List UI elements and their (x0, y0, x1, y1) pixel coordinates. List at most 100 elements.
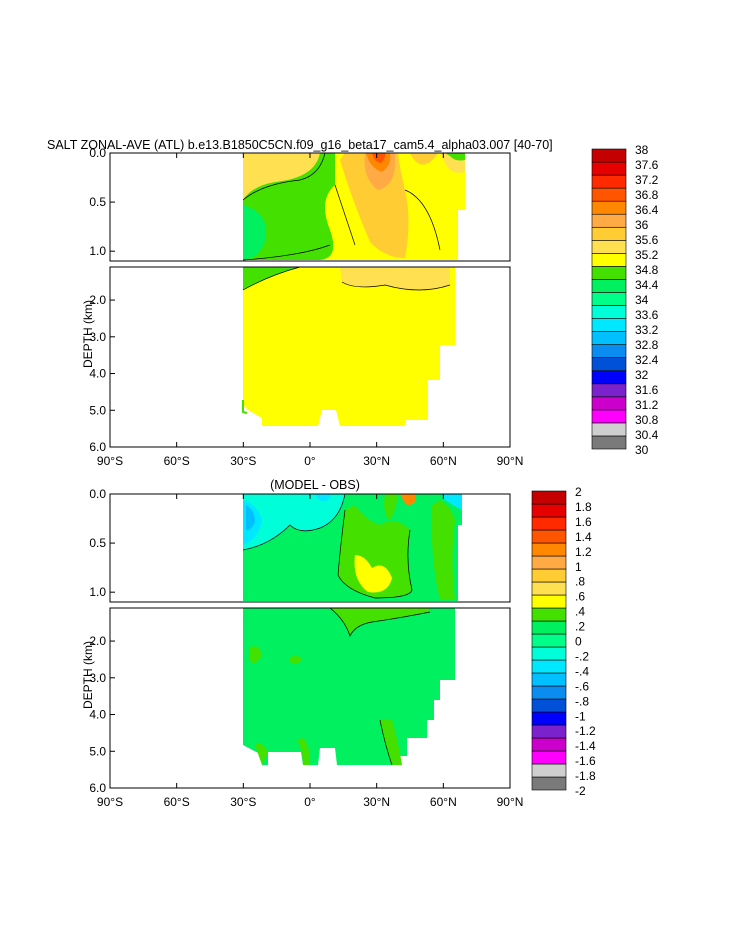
colorbar-label: -.2 (575, 649, 589, 663)
colorbar-label: 1.4 (575, 530, 592, 544)
bottom-upper-field (109, 493, 462, 602)
colorbar-box (591, 396, 627, 411)
colorbar-label: -1.2 (575, 724, 596, 738)
x-tick-label: 90°N (497, 454, 524, 468)
colorbar-label: 34 (635, 293, 649, 307)
colorbar-label: -1.6 (575, 754, 596, 768)
colorbar-label: 30.4 (635, 428, 659, 442)
colorbar-box (591, 422, 627, 437)
model-minus-obs-panel: (MODEL - OBS) (81, 478, 596, 809)
colorbar-box (531, 750, 567, 765)
colorbar-label: .4 (575, 605, 585, 619)
x-tick-label: 60°N (430, 454, 457, 468)
colorbar-box (531, 724, 567, 739)
colorbar-label: -.6 (575, 679, 589, 693)
y-tick-label: 2.0 (89, 634, 106, 648)
colorbar-box (591, 370, 627, 385)
colorbar-box (591, 187, 627, 202)
colorbar-label: 35.6 (635, 233, 659, 247)
y-tick-label: 0.5 (89, 195, 106, 209)
colorbar-box (531, 737, 567, 752)
colorbar-label: 38 (635, 143, 649, 157)
bottom-chart-title: (MODEL - OBS) (270, 478, 360, 492)
x-tick-label: 90°N (497, 795, 524, 809)
y-tick-label: 2.0 (89, 293, 106, 307)
colorbar-box (531, 529, 567, 544)
bottom-lower-field (243, 607, 455, 766)
x-tick-label: 60°S (164, 454, 190, 468)
colorbar-box (591, 344, 627, 358)
colorbar-label: 32.4 (635, 353, 659, 367)
colorbar-label: 36 (635, 218, 649, 232)
top-chart-title: SALT ZONAL-AVE (ATL) b.e13.B1850C5CN.f09… (47, 138, 553, 152)
colorbar-label: 2 (575, 485, 582, 499)
colorbar-label: .2 (575, 620, 585, 634)
colorbar-box (531, 711, 567, 726)
colorbar-box (591, 213, 627, 228)
y-tick-label: 6.0 (89, 440, 106, 454)
top-y-axis-label: DEPTH (km) (81, 300, 95, 368)
colorbar-box (591, 409, 627, 424)
bottom-y-axis-label: DEPTH (km) (81, 641, 95, 709)
colorbar-box (531, 763, 567, 778)
x-tick-label: 30°S (230, 454, 256, 468)
x-tick-label: 90°S (97, 454, 123, 468)
colorbar-box (591, 253, 627, 267)
colorbar-label: 37.6 (635, 158, 659, 172)
colorbar-label: 1.2 (575, 545, 592, 559)
bottom-y-ticks: 0.0 0.5 1.0 2.0 3.0 4.0 5.0 6.0 (89, 487, 115, 795)
colorbar-label: .6 (575, 590, 585, 604)
y-tick-label: 6.0 (89, 781, 106, 795)
colorbar-box (531, 620, 567, 635)
colorbar-box (591, 226, 627, 241)
colorbar-box (591, 148, 627, 163)
x-tick-label: 30°N (363, 454, 390, 468)
top-upper-field (109, 152, 465, 261)
colorbar-label: 34.4 (635, 278, 659, 292)
colorbar-box (531, 581, 567, 596)
x-tick-label: 90°S (97, 795, 123, 809)
colorbar-box (531, 568, 567, 583)
colorbar-label: 36.4 (635, 203, 659, 217)
y-tick-label: 5.0 (89, 403, 106, 417)
colorbar-label: 35.2 (635, 248, 659, 262)
colorbar-box (591, 383, 627, 398)
colorbar-label: -.4 (575, 664, 589, 678)
y-tick-label: 0.0 (89, 487, 106, 501)
y-tick-label: 1.0 (89, 585, 106, 599)
colorbar-box (591, 357, 627, 372)
top-y-ticks: 0.0 0.5 1.0 2.0 3.0 4.0 5.0 6.0 (89, 146, 115, 454)
colorbar-label: 34.8 (635, 263, 659, 277)
y-tick-label: 4.0 (89, 708, 106, 722)
x-tick-label: 30°S (230, 795, 256, 809)
colorbar-box (531, 490, 567, 505)
y-tick-label: 1.0 (89, 244, 106, 258)
top-colorbar: 3837.637.236.836.43635.635.234.834.43433… (591, 143, 659, 457)
colorbar-box (531, 503, 567, 518)
colorbar-box (531, 776, 567, 791)
colorbar-label: -.8 (575, 694, 589, 708)
colorbar-label: -1.8 (575, 769, 596, 783)
x-tick-label: 60°S (164, 795, 190, 809)
y-tick-label: 5.0 (89, 744, 106, 758)
colorbar-label: -2 (575, 784, 586, 798)
colorbar-box (591, 279, 627, 293)
colorbar-box (591, 161, 627, 176)
colorbar-label: 31.6 (635, 383, 659, 397)
bottom-colorbar: 21.81.61.41.21.8.6.4.20-.2-.4-.6-.8-1-1.… (531, 485, 596, 798)
colorbar-label: 30 (635, 443, 649, 457)
bottom-x-ticks: 90°S 60°S 30°S 0° 30°N 60°N 90°N (97, 494, 523, 809)
top-lower-field (242, 266, 455, 426)
colorbar-label: 1.6 (575, 515, 592, 529)
x-tick-label: 60°N (430, 795, 457, 809)
top-x-ticks: 90°S 60°S 30°S 0° 30°N 60°N 90°N (97, 153, 523, 468)
y-tick-label: 0.5 (89, 536, 106, 550)
y-tick-label: 4.0 (89, 367, 106, 381)
colorbar-label: -1.4 (575, 739, 596, 753)
colorbar-box (591, 305, 627, 319)
colorbar-label: 33.2 (635, 323, 659, 337)
colorbar-box (531, 607, 567, 622)
colorbar-label: 0 (575, 635, 582, 649)
colorbar-label: 32.8 (635, 338, 659, 352)
colorbar-box (531, 646, 567, 661)
